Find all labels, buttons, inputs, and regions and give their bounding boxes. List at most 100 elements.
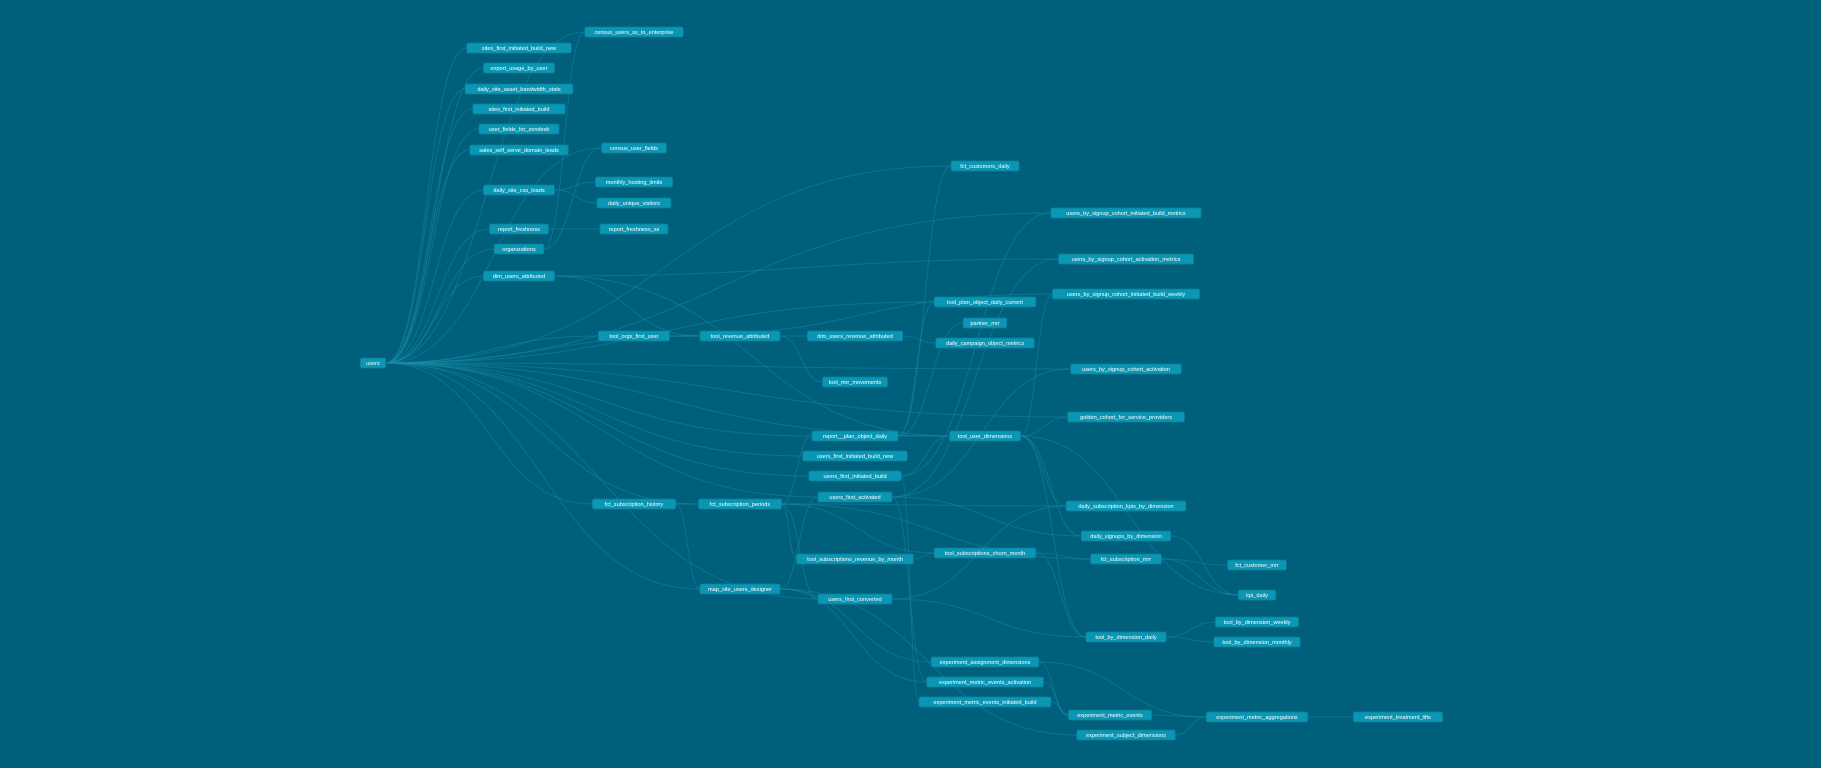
node-kpi-daily[interactable]: kpi_daily <box>1237 589 1277 601</box>
node-experiment-metric-events-activation[interactable]: experiment_metric_events_activation <box>926 676 1044 688</box>
node-partner-mrr[interactable]: partner_mrr <box>962 317 1008 329</box>
edge-users_first_activated-to-experiment_metric_events_activation <box>891 496 927 683</box>
node-label: sites_first_initiated_build_new <box>482 46 557 52</box>
node-daily-unique-visitors[interactable]: daily_unique_visitors <box>596 197 672 209</box>
node-label: fct_subscription_mrr <box>1101 557 1151 563</box>
node-users-by-signup-cohort-initiated-build-weekly[interactable]: users_by_signup_cohort_initiated_build_w… <box>1051 288 1201 300</box>
node-box <box>1065 500 1187 512</box>
node-label: report_freshness_ss <box>609 227 660 233</box>
node-label: tool_user_dimensions <box>958 434 1013 440</box>
node-fct-customer-mrr[interactable]: fct_customer_mrr <box>1227 559 1287 571</box>
node-label: experiment_subject_dimensions <box>1086 733 1166 739</box>
node-label: users_first_converted <box>828 597 881 603</box>
node-label: users_first_initiated_build <box>823 474 886 480</box>
node-map-site-users-designer[interactable]: map_site_users_designer <box>699 583 781 595</box>
node-label: experiment_metric_aggregations <box>1216 715 1298 721</box>
node-tool-plan-object-daily-current[interactable]: tool_plan_object_daily_current <box>933 296 1037 308</box>
node-experiment-assignment-dimensions[interactable]: experiment_assignment_dimensions <box>930 656 1040 668</box>
node-golden-cohort-for-service-providers[interactable]: golden_cohort_for_service_providers <box>1067 411 1185 423</box>
node-box <box>699 583 781 595</box>
node-daily-site-css-loads[interactable]: daily_site_css_loads <box>483 184 555 196</box>
node-box <box>811 430 899 442</box>
node-sales-self-serve-domain-leads[interactable]: sales_self_serve_domain_leads <box>469 144 569 156</box>
node-label: experiment_assignment_dimensions <box>940 660 1031 666</box>
node-tool-orgs-first-user[interactable]: tool_orgs_first_user <box>598 330 670 342</box>
node-label: daily_site_css_loads <box>493 188 545 194</box>
node-report-freshness[interactable]: report_freshness <box>489 223 549 235</box>
node-label: tool_by_dimension_monthly <box>1222 640 1292 646</box>
node-tool-revenue-attributed[interactable]: tool_revenue_attributed <box>699 330 781 342</box>
edge-users-to-tool_orgs_first_user <box>385 335 599 364</box>
edge-users-to-sites_first_initiated_build <box>385 108 473 364</box>
node-dim-users-revenue-attributed[interactable]: dim_users_revenue_attributed <box>806 330 904 342</box>
node-organizations[interactable]: organizations <box>493 243 545 255</box>
node-users-by-signup-cohort-activation-metrics[interactable]: users_by_signup_cohort_activation_metric… <box>1058 253 1194 265</box>
node-tool-mrr-movements[interactable]: tool_mrr_movements <box>822 376 888 388</box>
node-sites-first-initiated-build-new[interactable]: sites_first_initiated_build_new <box>466 42 572 54</box>
node-experiment-metric-events[interactable]: experiment_metric_events <box>1068 709 1153 721</box>
node-box <box>935 337 1035 349</box>
node-census-users-ss-to-enterprise[interactable]: census_users_ss_to_enterprise <box>584 26 684 38</box>
node-label: export_usage_by_user <box>491 66 548 72</box>
node-users-by-signup-cohort-initiated-build-metrics[interactable]: users_by_signup_cohort_initiated_build_m… <box>1050 207 1202 219</box>
node-users-first-activated[interactable]: users_first_activated <box>817 491 893 503</box>
node-box <box>1090 553 1162 565</box>
edge-users-to-report_freshness <box>385 228 490 364</box>
node-tool-by-dimension-daily[interactable]: tool_by_dimension_daily <box>1085 631 1167 643</box>
node-experiment-subject-dimensions[interactable]: experiment_subject_dimensions <box>1076 729 1176 741</box>
edge-dim_users_attributed-to-tool_user_dimensions <box>554 275 950 437</box>
node-daily-signups-by-dimension[interactable]: daily_signups_by_dimension <box>1080 530 1172 542</box>
node-users-first-initiated-build[interactable]: users_first_initiated_build <box>808 470 902 482</box>
node-label: tool_by_dimension_daily <box>1095 635 1156 641</box>
edge-dim_users_attributed-to-users_by_signup_cohort_activation_metrics <box>554 258 1059 277</box>
node-label: fct_subscription_periods <box>710 502 771 508</box>
node-tool-subscriptions-revenue-by-month[interactable]: tool_subscriptions_revenue_by_month <box>796 553 914 565</box>
node-box <box>933 547 1037 559</box>
edge-daily_site_css_loads-to-daily_unique_visitors <box>554 189 597 204</box>
edge-users-to-users_by_signup_cohort_activation <box>385 362 1071 370</box>
node-box <box>699 330 781 342</box>
edge-users-to-fct_subscription_history <box>385 362 593 505</box>
node-report-plan-object-daily[interactable]: report__plan_object_daily <box>811 430 899 442</box>
node-tool-by-dimension-monthly[interactable]: tool_by_dimension_monthly <box>1213 636 1301 648</box>
edge-tool_revenue_attributed-to-tool_mrr_movements <box>780 335 823 383</box>
node-box <box>930 656 1040 668</box>
edge-users-to-golden_cohort_for_service_providers <box>385 362 1068 418</box>
node-census-user-fields[interactable]: census_user_fields <box>601 142 667 154</box>
node-report-freshness-ss[interactable]: report_freshness_ss <box>599 223 669 235</box>
node-users-first-initiated-build-new[interactable]: users_first_initiated_build_new <box>802 450 908 462</box>
node-tool-subscriptions-churn-month[interactable]: tool_subscriptions_churn_month <box>933 547 1037 559</box>
edge-users_first_converted-to-tool_by_dimension_daily <box>892 598 1086 638</box>
node-label: users_first_activated <box>829 495 880 501</box>
node-fct-subscription-mrr[interactable]: fct_subscription_mrr <box>1090 553 1162 565</box>
node-users-first-converted[interactable]: users_first_converted <box>817 593 893 605</box>
node-experiment-metric-aggregations[interactable]: experiment_metric_aggregations <box>1205 711 1309 723</box>
edge-users-to-sites_first_initiated_build_new <box>385 47 467 364</box>
node-users[interactable]: users <box>359 357 387 369</box>
edge-fct_subscription_periods-to-tool_subscriptions_churn_month <box>781 503 935 554</box>
node-export-usage-by-user[interactable]: export_usage_by_user <box>483 62 555 74</box>
node-experiment-metric-events-initiated-build[interactable]: experiment_metric_events_initiated_build <box>918 696 1052 708</box>
node-dim-users-attributed[interactable]: dim_users_attributed <box>483 270 555 282</box>
node-user-fields-for-zendesk[interactable]: user_fields_for_zendesk <box>478 123 560 135</box>
node-fct-customers-daily[interactable]: fct_customers_daily <box>950 160 1020 172</box>
node-users-by-signup-cohort-activation[interactable]: users_by_signup_cohort_activation <box>1070 363 1182 375</box>
node-daily-subscription-kpis-by-dimension[interactable]: daily_subscription_kpis_by_dimension <box>1065 500 1187 512</box>
node-fct-subscription-periods[interactable]: fct_subscription_periods <box>698 498 783 510</box>
edge-users_first_initiated_build-to-tool_user_dimensions <box>901 435 950 477</box>
node-tool-user-dimensions[interactable]: tool_user_dimensions <box>949 430 1021 442</box>
node-box <box>1352 711 1444 723</box>
node-monthly-hosting-limits[interactable]: monthly_hosting_limits <box>595 176 673 188</box>
node-label: census_users_ss_to_enterprise <box>595 30 674 36</box>
node-box <box>483 62 555 74</box>
node-daily-campaign-object-metrics[interactable]: daily_campaign_object_metrics <box>935 337 1035 349</box>
node-tool-by-dimension-weekly[interactable]: tool_by_dimension_weekly <box>1215 616 1300 628</box>
node-label: experiment_treatment_lifts <box>1365 715 1431 721</box>
node-label: census_user_fields <box>610 146 658 152</box>
node-fct-subscription-history[interactable]: fct_subscription_history <box>592 498 677 510</box>
node-sites-first-initiated-build[interactable]: sites_first_initiated_build <box>472 103 566 115</box>
node-daily-site-asset-bandwidth-stats[interactable]: daily_site_asset_bandwidth_stats <box>464 83 574 95</box>
node-experiment-treatment-lifts[interactable]: experiment_treatment_lifts <box>1352 711 1444 723</box>
edge-users-to-dim_users_attributed <box>385 275 484 364</box>
